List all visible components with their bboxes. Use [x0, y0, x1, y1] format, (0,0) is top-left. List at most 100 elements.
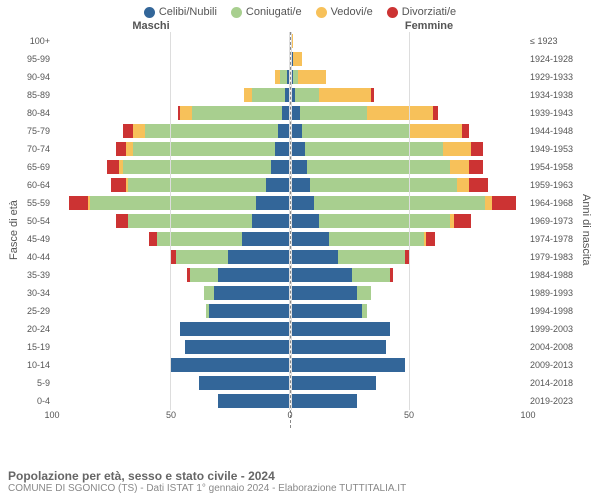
- age-label: 60-64: [22, 176, 50, 194]
- bar-segment: [371, 88, 373, 102]
- bar-segment: [291, 322, 391, 336]
- age-label: 100+: [22, 32, 50, 50]
- birth-label: 1924-1928: [530, 50, 578, 68]
- age-label: 95-99: [22, 50, 50, 68]
- bar-segment: [433, 106, 438, 120]
- age-label: 55-59: [22, 194, 50, 212]
- male-bar-row: [52, 122, 290, 140]
- birth-label: 1939-1943: [530, 104, 578, 122]
- legend-item: Celibi/Nubili: [144, 6, 217, 18]
- bar-segment: [291, 286, 358, 300]
- bar-segment: [145, 124, 278, 138]
- bar-segment: [291, 232, 329, 246]
- age-label: 50-54: [22, 212, 50, 230]
- header-male: Maschi: [52, 20, 290, 32]
- bar-segment: [454, 214, 471, 228]
- birth-label: 1959-1963: [530, 176, 578, 194]
- birth-label: 1979-1983: [530, 248, 578, 266]
- bar-segment: [293, 52, 303, 66]
- bar-segment: [291, 394, 358, 408]
- age-label: 70-74: [22, 140, 50, 158]
- age-label: 25-29: [22, 302, 50, 320]
- bar-segment: [450, 160, 469, 174]
- bar-segment: [133, 124, 145, 138]
- bar-segment: [362, 304, 367, 318]
- bar-segment: [443, 142, 472, 156]
- male-bar-row: [52, 140, 290, 158]
- bar-segment: [192, 106, 282, 120]
- bar-segment: [180, 106, 192, 120]
- legend-swatch: [387, 7, 398, 18]
- legend-label: Celibi/Nubili: [159, 6, 217, 18]
- bar-segment: [111, 178, 125, 192]
- bar-segment: [291, 376, 377, 390]
- footer: Popolazione per età, sesso e stato civil…: [8, 469, 406, 494]
- gridline: [289, 32, 290, 410]
- birth-label: ≤ 1923: [530, 32, 578, 50]
- bar-segment: [291, 304, 362, 318]
- x-tick: 100: [44, 410, 59, 420]
- male-bar-row: [52, 374, 290, 392]
- male-bar-row: [52, 212, 290, 230]
- birth-label: 1934-1938: [530, 86, 578, 104]
- bar-segment: [128, 178, 266, 192]
- bar-segment: [291, 214, 320, 228]
- bar-segment: [291, 142, 305, 156]
- bar-segment: [209, 304, 290, 318]
- bar-segment: [149, 232, 156, 246]
- bar-segment: [180, 322, 289, 336]
- female-half: [291, 32, 529, 428]
- birth-label: 1949-1953: [530, 140, 578, 158]
- gridline: [409, 32, 410, 410]
- bar-segment: [302, 124, 409, 138]
- legend-swatch: [316, 7, 327, 18]
- male-bar-row: [52, 266, 290, 284]
- bar-segment: [116, 214, 128, 228]
- male-bar-row: [52, 158, 290, 176]
- bar-segment: [176, 250, 228, 264]
- bar-segment: [123, 124, 133, 138]
- bar-segment: [90, 196, 256, 210]
- chart-title: Popolazione per età, sesso e stato civil…: [8, 469, 406, 483]
- age-label: 45-49: [22, 230, 50, 248]
- bar-segment: [190, 268, 219, 282]
- age-label: 35-39: [22, 266, 50, 284]
- age-label: 90-94: [22, 68, 50, 86]
- birth-label: 1999-2003: [530, 320, 578, 338]
- birth-label: 2009-2013: [530, 356, 578, 374]
- bar-segment: [116, 142, 126, 156]
- age-label: 75-79: [22, 122, 50, 140]
- bar-segment: [244, 88, 251, 102]
- chart-header: Maschi Femmine: [8, 20, 592, 32]
- bar-segment: [492, 196, 516, 210]
- bar-segment: [275, 142, 289, 156]
- bar-segment: [357, 286, 371, 300]
- bar-segment: [291, 268, 353, 282]
- male-bar-row: [52, 86, 290, 104]
- bar-segment: [462, 124, 469, 138]
- bar-segment: [291, 250, 339, 264]
- legend-label: Coniugati/e: [246, 6, 302, 18]
- bar-segment: [409, 124, 461, 138]
- age-axis-label: Fasce di età: [8, 32, 22, 428]
- bar-segment: [252, 88, 285, 102]
- legend-item: Vedovi/e: [316, 6, 373, 18]
- bar-segment: [469, 160, 483, 174]
- birth-label: 1989-1993: [530, 284, 578, 302]
- bar-segment: [295, 88, 319, 102]
- birth-label: 1964-1968: [530, 194, 578, 212]
- age-label: 15-19: [22, 338, 50, 356]
- age-label: 80-84: [22, 104, 50, 122]
- birth-label: 2014-2018: [530, 374, 578, 392]
- bar-segment: [319, 88, 371, 102]
- age-labels-column: 100+95-9990-9485-8980-8475-7970-7465-696…: [22, 32, 52, 428]
- bar-segment: [291, 160, 308, 174]
- bar-segment: [469, 178, 488, 192]
- age-label: 10-14: [22, 356, 50, 374]
- bar-segment: [69, 196, 88, 210]
- birth-label: 1944-1948: [530, 122, 578, 140]
- chart-body: Fasce di età 100+95-9990-9485-8980-8475-…: [8, 32, 592, 428]
- header-female: Femmine: [290, 20, 528, 32]
- birth-label: 2019-2023: [530, 392, 578, 410]
- bar-segment: [218, 268, 289, 282]
